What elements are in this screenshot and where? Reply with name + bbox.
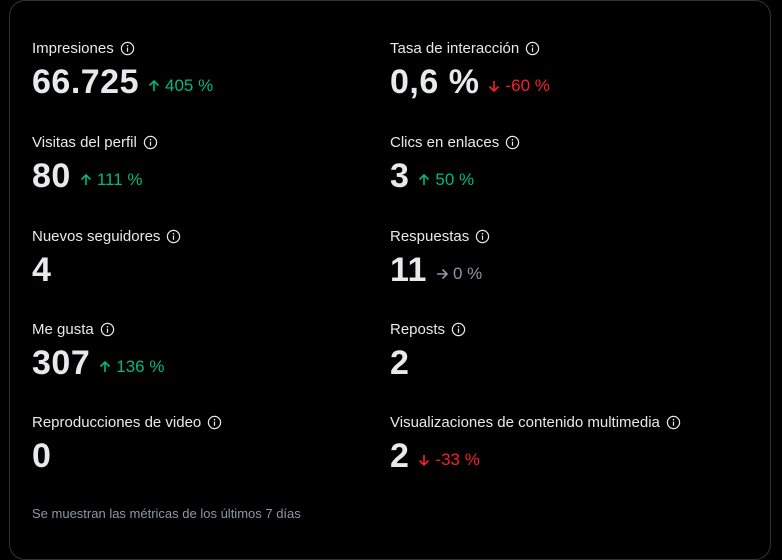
metric-label: Reposts	[390, 320, 446, 338]
metrics-footnote: Se muestran las métricas de los últimos …	[32, 506, 301, 521]
info-icon[interactable]	[166, 229, 181, 244]
change-indicator: 0 %	[435, 264, 482, 284]
metric-value: 4	[32, 251, 52, 289]
metric-label: Visitas del perfil	[32, 133, 137, 151]
metric-value: 0	[32, 437, 52, 475]
info-icon[interactable]	[525, 41, 540, 56]
info-icon[interactable]	[120, 41, 135, 56]
metric-link-clicks: Clics en enlaces 3 50 %	[390, 132, 520, 196]
metric-profile-visits: Visitas del perfil 80 111 %	[32, 132, 158, 196]
change-value: -33 %	[435, 450, 480, 469]
metric-value: 66.725	[32, 63, 139, 101]
metric-value: 80	[32, 157, 71, 195]
arrow-up-icon	[100, 360, 111, 372]
change-value: 111 %	[96, 170, 143, 189]
metric-value: 11	[390, 251, 427, 289]
metric-value: 2	[390, 344, 410, 382]
metric-media-views: Visualizaciones de contenido multimedia …	[390, 412, 681, 476]
info-icon[interactable]	[100, 322, 115, 337]
change-indicator: 111 %	[79, 170, 143, 190]
change-value: 0 %	[452, 264, 483, 283]
arrow-right-icon	[436, 268, 449, 280]
metric-impressions: Impresiones 66.725 405 %	[32, 38, 213, 102]
metric-value: 0,6 %	[390, 63, 480, 101]
metric-new-followers: Nuevos seguidores 4	[32, 226, 181, 290]
info-icon[interactable]	[666, 415, 681, 430]
metric-label: Tasa de interacción	[390, 39, 520, 57]
info-icon[interactable]	[207, 415, 222, 430]
metric-label: Visualizaciones de contenido multimedia	[390, 413, 660, 431]
change-value: 50 %	[435, 170, 475, 189]
metric-value: 2	[390, 437, 410, 475]
change-value: -60 %	[505, 76, 550, 95]
change-value: 136 %	[116, 357, 165, 376]
metric-label: Nuevos seguidores	[32, 227, 161, 245]
arrow-up-icon	[148, 79, 160, 91]
metric-engagement-rate: Tasa de interacción 0,6 % -60 %	[390, 38, 550, 102]
metric-replies: Respuestas 11 0 %	[390, 226, 490, 290]
arrow-down-icon	[419, 455, 430, 467]
metric-label: Impresiones	[32, 39, 114, 57]
info-icon[interactable]	[505, 135, 520, 150]
metric-label: Reproducciones de video	[32, 413, 202, 431]
metric-label: Me gusta	[32, 320, 94, 338]
metric-video-views: Reproducciones de video 0	[32, 412, 222, 476]
info-icon[interactable]	[143, 135, 158, 150]
info-icon[interactable]	[451, 322, 466, 337]
info-icon[interactable]	[475, 229, 490, 244]
change-indicator: -33 %	[417, 450, 480, 470]
change-indicator: -60 %	[487, 76, 550, 96]
change-indicator: 405 %	[147, 76, 213, 96]
arrow-down-icon	[489, 81, 500, 93]
metric-label: Clics en enlaces	[390, 133, 500, 151]
metric-likes: Me gusta 307 136 %	[32, 319, 164, 383]
metrics-panel	[9, 0, 771, 560]
metric-value: 3	[390, 157, 410, 195]
arrow-up-icon	[80, 173, 91, 185]
change-value: 405 %	[165, 76, 214, 95]
metric-reposts: Reposts 2	[390, 319, 466, 383]
arrow-up-icon	[419, 173, 430, 185]
metric-value: 307	[32, 344, 91, 382]
change-indicator: 136 %	[98, 357, 164, 377]
change-indicator: 50 %	[417, 170, 474, 190]
metric-label: Respuestas	[390, 227, 470, 245]
